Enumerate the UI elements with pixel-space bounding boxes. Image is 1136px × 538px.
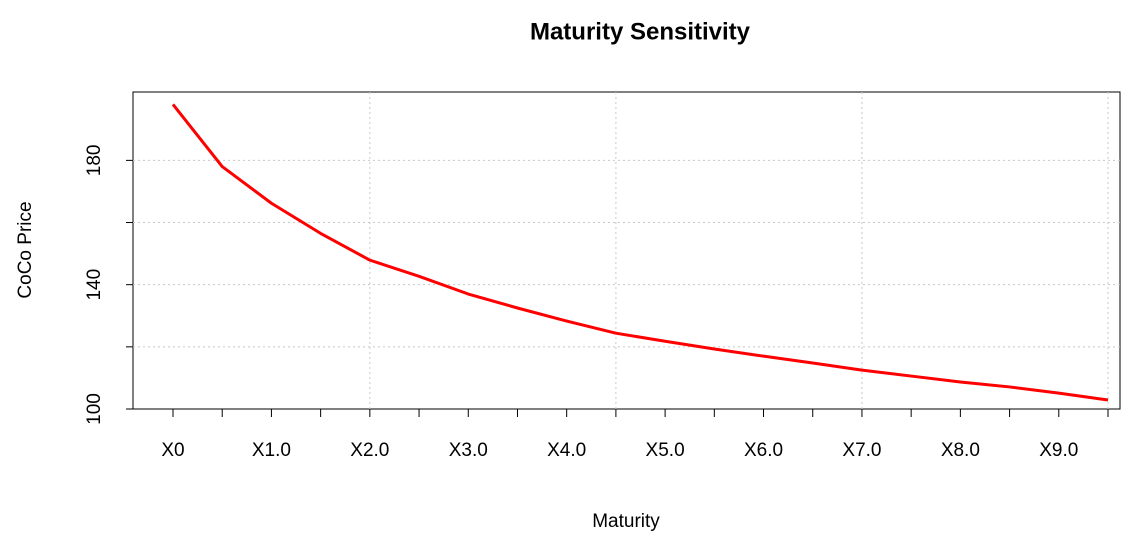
x-tick-label: X3.0 — [449, 440, 488, 461]
x-tick-label: X8.0 — [941, 440, 980, 461]
x-tick-label: X6.0 — [744, 440, 783, 461]
data-line — [171, 103, 1109, 402]
x-tick-label: X1.0 — [252, 440, 291, 461]
y-tick-label: 100 — [84, 393, 105, 425]
x-tick-label: X7.0 — [842, 440, 881, 461]
y-axis-label: CoCo Price — [15, 201, 36, 298]
x-tick-label: X4.0 — [547, 440, 586, 461]
x-tick-label: X0 — [161, 440, 184, 461]
x-tick-label: X5.0 — [646, 440, 685, 461]
x-tick-label: X2.0 — [350, 440, 389, 461]
plot-frame — [132, 91, 1121, 410]
x-tick-label: X9.0 — [1039, 440, 1078, 461]
x-axis-label: Maturity — [592, 511, 660, 532]
y-tick-label: 180 — [84, 145, 105, 177]
y-tick-label: 140 — [84, 269, 105, 301]
chart-title: Maturity Sensitivity — [530, 18, 751, 45]
